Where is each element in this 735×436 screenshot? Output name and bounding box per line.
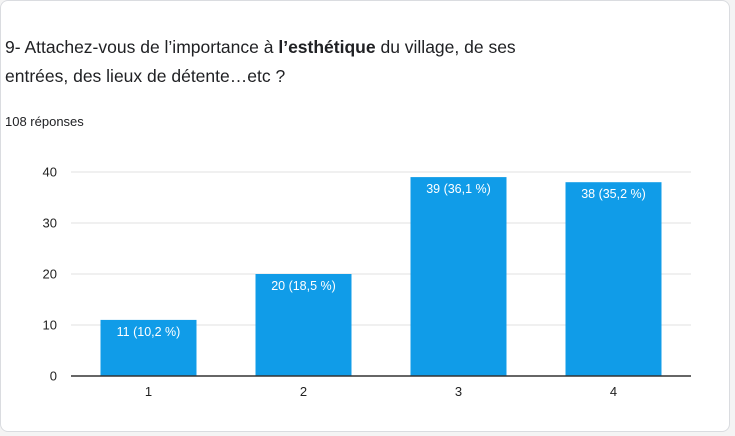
y-tick-label: 10: [43, 318, 57, 333]
x-tick-label: 2: [300, 384, 307, 399]
x-tick-label: 3: [455, 384, 462, 399]
responses-count: 108 réponses: [5, 114, 84, 129]
question-text-emphasis: l’esthétique: [278, 37, 376, 57]
question-title: 9- Attachez-vous de l’importance à l’est…: [5, 33, 565, 91]
y-tick-label: 40: [43, 165, 57, 180]
y-tick-label: 20: [43, 267, 57, 282]
bar: [410, 177, 507, 376]
bar: [100, 319, 197, 376]
data-label: 38 (35,2 %): [581, 187, 646, 201]
data-label: 39 (36,1 %): [426, 182, 491, 196]
question-text-suffix: du village, de ses entrées, des lieux de…: [5, 37, 516, 86]
question-text-prefix: 9- Attachez-vous de l’importance à: [5, 37, 279, 57]
x-tick-label: 4: [610, 384, 617, 399]
data-label: 20 (18,5 %): [271, 279, 336, 293]
x-tick-label: 1: [145, 384, 152, 399]
bar: [565, 182, 662, 376]
y-tick-label: 0: [50, 369, 57, 384]
data-label: 11 (10,2 %): [117, 325, 181, 339]
bar: [255, 274, 352, 376]
y-tick-label: 30: [43, 216, 57, 231]
